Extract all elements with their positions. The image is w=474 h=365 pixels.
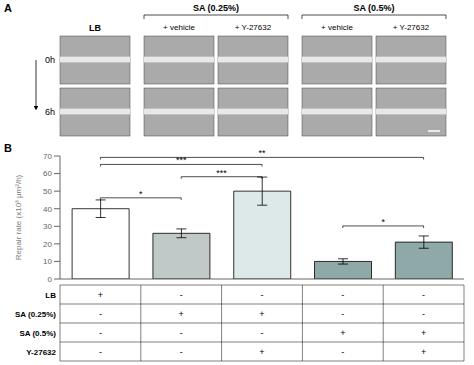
- svg-text:20: 20: [43, 240, 52, 249]
- svg-text:Y-27632: Y-27632: [26, 348, 56, 357]
- svg-text:70: 70: [43, 152, 52, 161]
- svg-text:+: +: [421, 328, 426, 338]
- html-text:B: B: [4, 142, 12, 154]
- svg-text:0h: 0h: [45, 55, 55, 65]
- svg-text:+ Y-27632: + Y-27632: [235, 23, 272, 32]
- svg-text:SA (0.25%): SA (0.25%): [15, 310, 56, 319]
- svg-text:+: +: [340, 328, 345, 338]
- svg-text:6h: 6h: [45, 107, 55, 117]
- svg-text:Repair rate (x10³ μm²/h): Repair rate (x10³ μm²/h): [14, 174, 23, 260]
- svg-text:10: 10: [43, 257, 52, 266]
- svg-text:-: -: [261, 290, 264, 300]
- svg-text:+: +: [421, 347, 426, 357]
- svg-text:*: *: [381, 217, 385, 227]
- svg-text:0: 0: [48, 275, 53, 284]
- svg-text:A: A: [8, 2, 12, 14]
- svg-text:-: -: [422, 309, 425, 319]
- svg-text:40: 40: [43, 205, 52, 214]
- svg-text:+: +: [259, 347, 264, 357]
- svg-text:-: -: [99, 309, 102, 319]
- svg-text:-: -: [422, 290, 425, 300]
- svg-text:**: **: [258, 148, 266, 158]
- svg-text:-: -: [341, 290, 344, 300]
- svg-text:-: -: [341, 309, 344, 319]
- svg-text:+: +: [259, 309, 264, 319]
- svg-text:-: -: [341, 347, 344, 357]
- svg-text:+ vehicle: + vehicle: [163, 23, 195, 32]
- svg-text:-: -: [99, 328, 102, 338]
- svg-text:SA (0.25%): SA (0.25%): [193, 3, 239, 13]
- svg-text:+ Y-27632: + Y-27632: [393, 23, 430, 32]
- svg-text:30: 30: [43, 222, 52, 231]
- svg-text:*: *: [139, 189, 143, 199]
- svg-text:+ vehicle: + vehicle: [321, 23, 353, 32]
- svg-text:-: -: [180, 290, 183, 300]
- svg-text:SA (0.5%): SA (0.5%): [353, 3, 394, 13]
- svg-text:+: +: [179, 309, 184, 319]
- svg-text:50: 50: [43, 187, 52, 196]
- svg-text:-: -: [180, 328, 183, 338]
- svg-text:60: 60: [43, 169, 52, 178]
- svg-text:-: -: [261, 328, 264, 338]
- svg-text:LB: LB: [45, 291, 56, 300]
- svg-text:SA (0.5%): SA (0.5%): [19, 329, 56, 338]
- svg-text:-: -: [99, 347, 102, 357]
- svg-text:***: ***: [216, 168, 227, 178]
- svg-text:-: -: [180, 347, 183, 357]
- svg-text:***: ***: [176, 155, 187, 165]
- svg-text:+: +: [98, 290, 103, 300]
- svg-text:LB: LB: [89, 23, 101, 33]
